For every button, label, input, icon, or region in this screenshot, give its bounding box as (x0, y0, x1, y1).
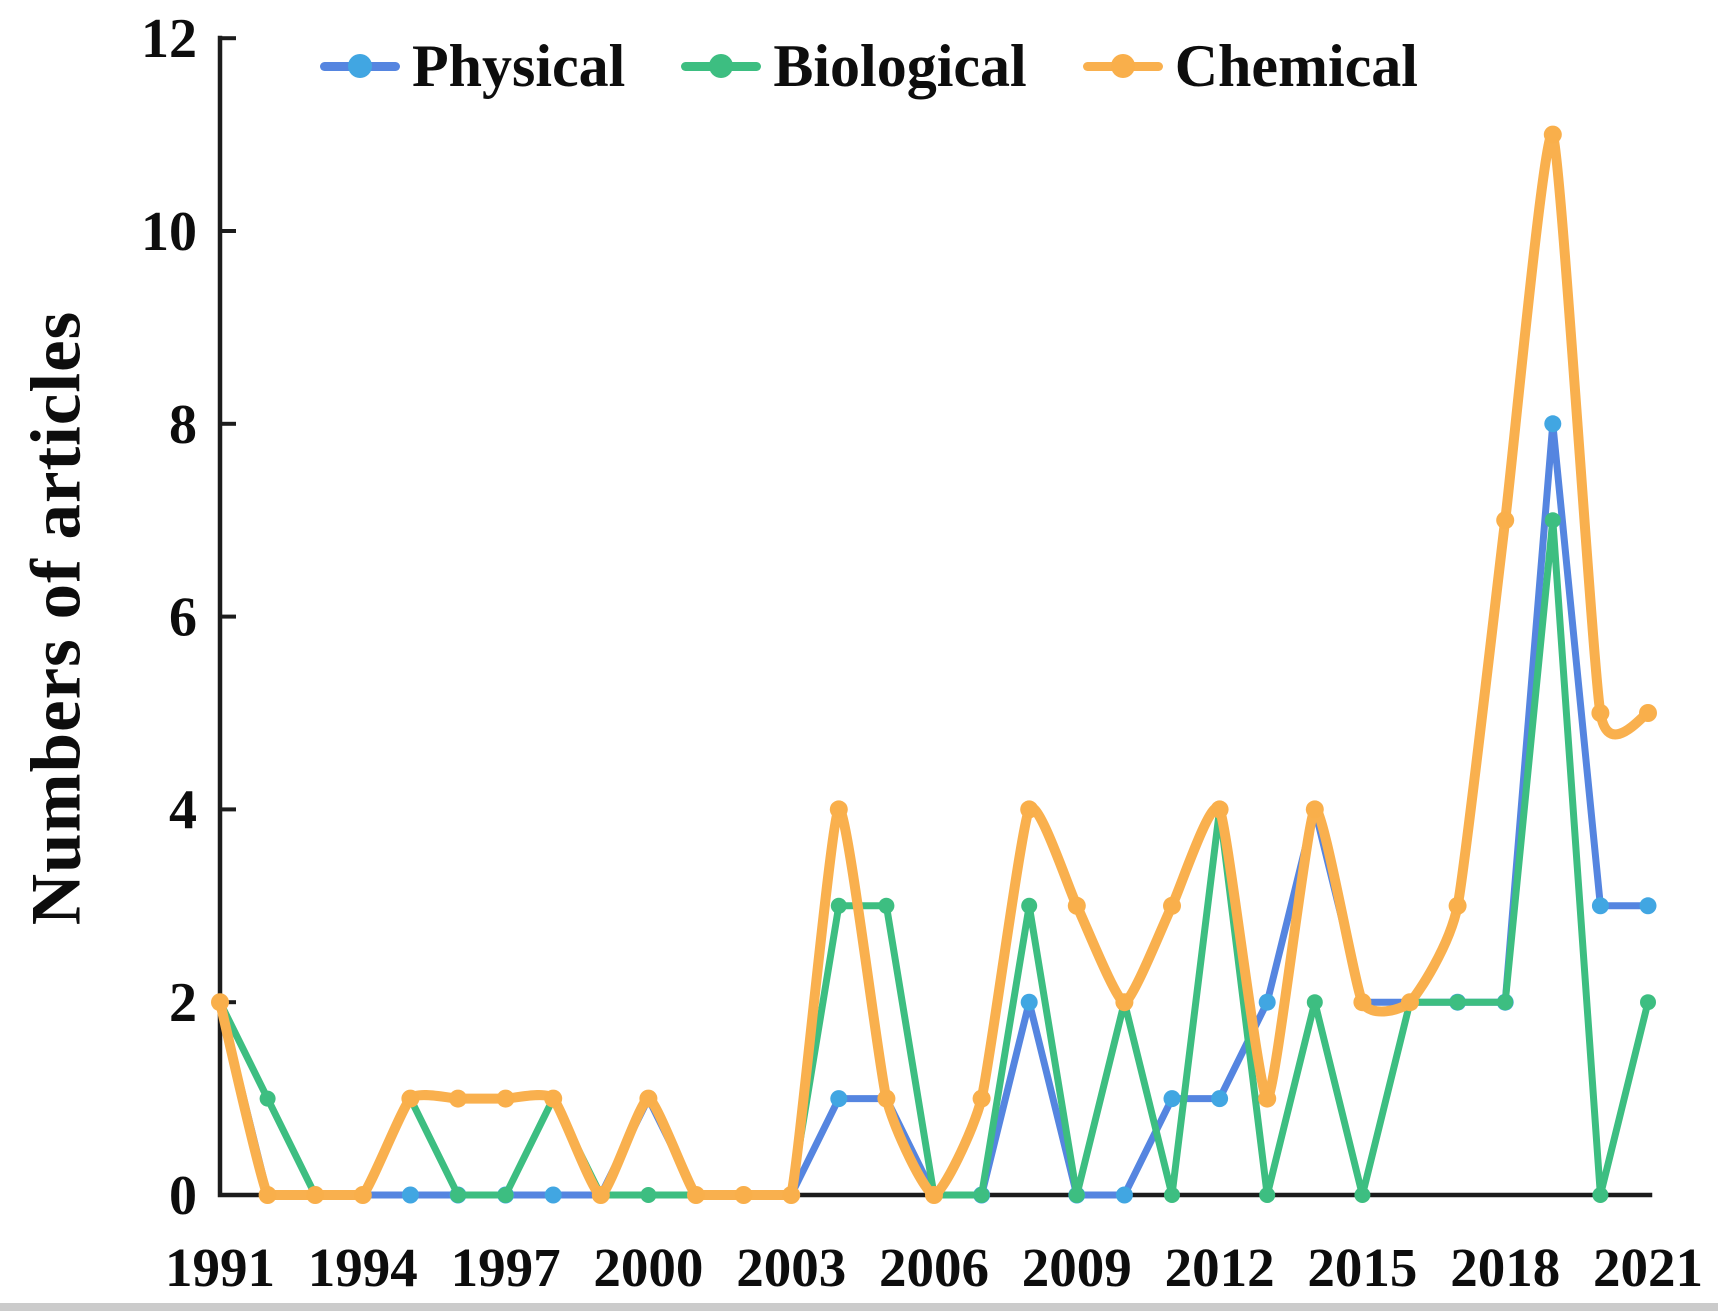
y-tick-label: 4 (169, 779, 197, 841)
series-chemical (211, 125, 1657, 1204)
series-physical (211, 415, 1657, 1204)
data-point-physical (1115, 1186, 1133, 1204)
data-point-biological (830, 897, 847, 914)
x-tick-label: 1994 (308, 1237, 418, 1298)
y-tick-label: 12 (141, 8, 197, 70)
legend-item-chemical: Chemical (1082, 33, 1418, 99)
data-point-physical (401, 1186, 419, 1204)
x-tick-label: 2009 (1022, 1237, 1132, 1298)
data-point-physical (1211, 1090, 1229, 1108)
y-tick-label: 10 (141, 201, 197, 263)
data-point-biological (1021, 897, 1038, 914)
data-point-physical (1020, 993, 1038, 1011)
data-point-chemical (306, 1186, 325, 1204)
y-axis-title: Numbers of articles (17, 310, 96, 926)
data-point-chemical (449, 1089, 467, 1108)
data-point-chemical (1496, 511, 1515, 530)
y-tick-label: 6 (169, 587, 197, 649)
data-point-biological (1592, 1187, 1609, 1203)
data-point-chemical (496, 1089, 515, 1108)
physical-line-marker-icon (320, 54, 400, 78)
data-point-chemical (591, 1186, 610, 1204)
data-point-biological (497, 1187, 514, 1203)
axes (217, 35, 1653, 1198)
series-line-chemical (215, 129, 1653, 1201)
legend-item-biological: Biological (681, 33, 1027, 99)
data-point-chemical (1115, 993, 1134, 1012)
data-point-biological (1164, 1187, 1180, 1203)
data-point-chemical (211, 993, 229, 1012)
data-point-chemical (1591, 704, 1610, 722)
data-point-chemical (1448, 896, 1467, 915)
y-tick-label: 8 (169, 394, 197, 456)
data-point-chemical (925, 1186, 943, 1204)
x-tick-label: 2006 (879, 1237, 989, 1298)
data-point-chemical (1067, 896, 1086, 915)
data-point-biological (450, 1187, 466, 1203)
y-tick-label: 0 (169, 1165, 197, 1227)
x-tick-label: 2018 (1450, 1237, 1560, 1298)
data-point-biological (1259, 1187, 1276, 1203)
data-point-physical (1544, 415, 1562, 433)
data-point-physical (544, 1186, 562, 1204)
data-point-chemical (1163, 896, 1181, 915)
chart-legend: Physical Biological Chemical (320, 36, 1418, 96)
bottom-edge-strip (0, 1303, 1718, 1311)
data-point-chemical (877, 1089, 896, 1108)
series-line-physical (216, 420, 1652, 1199)
legend-item-physical: Physical (320, 36, 625, 96)
data-point-chemical (972, 1089, 991, 1108)
data-point-chemical (258, 1186, 277, 1204)
data-point-physical (1591, 897, 1609, 915)
x-tick-label: 2000 (593, 1237, 703, 1298)
data-point-biological (259, 1090, 276, 1107)
data-point-physical (830, 1090, 848, 1108)
x-tick-label: 2003 (736, 1237, 846, 1298)
data-point-chemical (1305, 800, 1324, 819)
data-point-biological (1544, 512, 1561, 529)
data-point-physical (1163, 1090, 1181, 1108)
data-point-biological (1640, 994, 1656, 1011)
data-point-chemical (782, 1186, 801, 1204)
data-point-chemical (353, 1186, 372, 1204)
data-point-chemical (1639, 704, 1657, 722)
x-tick-label: 1991 (165, 1237, 275, 1298)
data-point-biological (1306, 994, 1323, 1011)
data-point-chemical (1020, 800, 1039, 819)
data-point-biological (878, 897, 895, 914)
data-point-biological (973, 1187, 990, 1203)
data-point-biological (1354, 1187, 1371, 1203)
x-tick-label: 1997 (451, 1237, 561, 1298)
data-point-chemical (1543, 125, 1562, 144)
data-point-chemical (1353, 993, 1372, 1012)
data-point-chemical (1401, 993, 1419, 1012)
y-tick-label: 2 (169, 972, 197, 1034)
x-tick-label: 2012 (1165, 1237, 1275, 1298)
legend-label-chemical: Chemical (1174, 33, 1418, 99)
data-point-chemical (1258, 1089, 1277, 1108)
data-point-physical (1639, 897, 1657, 915)
data-point-biological (1449, 994, 1466, 1011)
biological-line-marker-icon (681, 54, 762, 78)
data-point-biological (1497, 994, 1514, 1011)
data-point-chemical (544, 1089, 563, 1108)
data-point-physical (1258, 993, 1276, 1011)
x-tick-label: 2015 (1307, 1237, 1417, 1298)
data-point-chemical (734, 1186, 753, 1204)
data-point-biological (1068, 1187, 1085, 1203)
x-tick-label: 2021 (1593, 1237, 1703, 1298)
data-point-chemical (1210, 800, 1229, 819)
legend-label-biological: Biological (773, 33, 1027, 99)
legend-label-physical: Physical (412, 33, 626, 99)
data-point-chemical (401, 1089, 420, 1108)
data-point-chemical (829, 800, 848, 819)
data-point-biological (640, 1187, 657, 1203)
chemical-line-marker-icon (1082, 54, 1163, 78)
data-point-chemical (687, 1186, 705, 1204)
data-point-chemical (639, 1089, 658, 1108)
